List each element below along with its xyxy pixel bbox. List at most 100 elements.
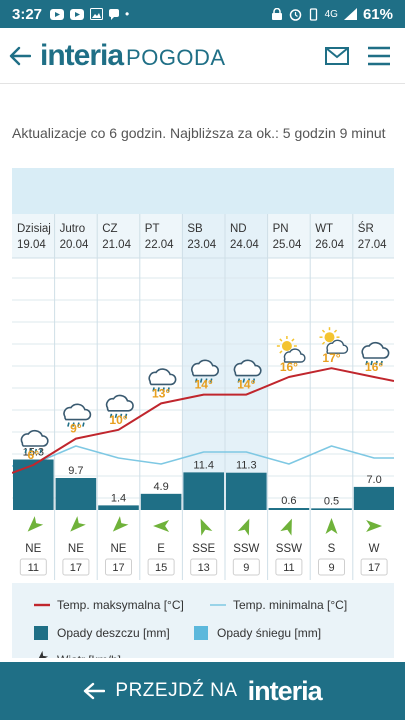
rain-bar	[98, 505, 139, 510]
status-time: 3:27	[12, 5, 43, 23]
rain-drop	[82, 422, 85, 427]
date-label: 27.04	[358, 239, 387, 251]
rain-drop	[72, 422, 75, 427]
weather-forecast-widget[interactable]: Dzisiaj 19.04 Jutro 20.04 CZ 21.04 PT 22.04 SB 23…	[12, 168, 394, 658]
go-to-interia-banner[interactable]: PRZEJDŹ NA interia	[0, 662, 405, 720]
wind-speed: 9	[243, 562, 249, 574]
wind-direction: SSE	[192, 543, 215, 555]
rain-drop	[39, 448, 43, 454]
rain-cloud-icon	[105, 394, 134, 418]
wind-arrow-shape	[27, 516, 44, 532]
wind-arrow-shape	[325, 518, 338, 534]
date-label: 20.04	[60, 239, 89, 251]
cloud-shape	[361, 341, 390, 359]
temp-label: 14°	[237, 378, 255, 392]
legend-panel	[12, 583, 394, 658]
more-dot-icon: •	[125, 7, 130, 21]
signal-icon	[343, 8, 357, 20]
wind-arrow-shape	[280, 518, 292, 536]
rain-value-label: 11.4	[193, 459, 214, 471]
rain-drop	[252, 378, 256, 383]
interia-brand: interia	[247, 675, 323, 706]
wind-arrow-icon	[153, 520, 170, 532]
rain-value-label: 15.3	[23, 447, 44, 459]
temp-label: 14°	[195, 378, 213, 392]
sun-ray	[279, 350, 283, 354]
wind-arrow-icon	[237, 518, 250, 536]
app-header: interia POGODA	[0, 28, 405, 84]
rain-value-label: 7.0	[366, 474, 381, 486]
rain-drop	[199, 378, 203, 383]
wind-arrow-shape	[237, 518, 250, 536]
gallery-icon	[90, 8, 104, 20]
cloud-shape	[148, 368, 177, 386]
wind-arrow-shape	[36, 650, 49, 658]
wind-direction: W	[369, 543, 380, 555]
forecast-chart[interactable]: Dzisiaj 19.04 Jutro 20.04 CZ 21.04 PT 22.04 SB 23…	[12, 168, 394, 658]
rain-drop	[157, 387, 160, 392]
back-arrow-icon	[9, 46, 31, 65]
min-temp-line	[12, 445, 394, 467]
hamburger-menu-icon[interactable]	[367, 46, 391, 66]
rain-value-label: 0.6	[281, 495, 296, 507]
chart-top-band	[12, 168, 394, 214]
day-label: Jutro	[60, 223, 86, 235]
temp-label: 16°	[365, 360, 383, 374]
rain-drop	[34, 448, 38, 454]
legend-wind-label: Wiatr [km/h]	[57, 653, 121, 658]
wind-speed-box	[318, 558, 345, 576]
logo-section: POGODA	[126, 44, 226, 70]
legend-rain-label: Opady deszczu [mm]	[57, 626, 170, 640]
back-button[interactable]	[0, 28, 40, 84]
cloud-shape	[233, 359, 262, 377]
wind-speed-box	[19, 558, 47, 576]
wind-speed-box	[105, 558, 132, 576]
wind-direction: SSW	[276, 543, 302, 555]
temp-label: 9°	[70, 422, 82, 436]
rain-drop	[365, 360, 368, 366]
day-label: SB	[187, 223, 203, 235]
wind-speed: 17	[112, 562, 124, 574]
interia-pogoda-logo[interactable]: interia POGODA	[40, 39, 226, 73]
sun-cloud-icon	[319, 327, 349, 354]
rain-drop	[242, 378, 246, 383]
date-label: 24.04	[230, 239, 259, 251]
date-label: 26.04	[315, 239, 344, 251]
legend-min-label: Temp. minimalna [°C]	[233, 598, 347, 612]
day-label: PN	[273, 223, 289, 235]
lock-icon	[271, 8, 282, 20]
wind-direction: NE	[25, 543, 41, 555]
logo-brand: interia	[40, 38, 124, 72]
rain-drop	[237, 378, 241, 383]
day-label: WT	[315, 223, 333, 235]
rain-drop	[167, 387, 170, 392]
rain-drop	[29, 448, 33, 454]
rain-drop	[124, 413, 128, 418]
network-type: 4G	[324, 8, 338, 20]
sun-ray	[321, 341, 326, 345]
rain-drop	[109, 413, 113, 418]
wind-speed-box	[190, 558, 218, 576]
mail-icon[interactable]	[325, 46, 349, 65]
rain-drop	[194, 378, 198, 383]
rain-drop	[77, 422, 80, 427]
date-label: 19.04	[17, 239, 46, 251]
wind-direction: NE	[68, 543, 84, 555]
sun-ray	[321, 329, 326, 333]
rain-bar	[140, 493, 182, 510]
rain-bar	[268, 508, 310, 510]
rain-value-label: 9.7	[68, 465, 83, 477]
cloud-shape	[191, 359, 220, 377]
legend-snow-label: Opady śniegu [mm]	[217, 626, 321, 640]
cloud-shape	[63, 403, 92, 421]
rain-drop	[114, 413, 118, 418]
wind-speed: 13	[198, 562, 210, 574]
max-temp-line	[12, 367, 394, 474]
wind-speed: 17	[70, 562, 82, 574]
sun-ray	[279, 338, 283, 342]
wind-speed: 15	[155, 562, 167, 574]
date-label: 22.04	[145, 239, 174, 251]
battery-level: 61%	[362, 5, 393, 23]
wind-speed: 9	[328, 562, 334, 574]
wind-arrow-shape	[112, 516, 129, 532]
